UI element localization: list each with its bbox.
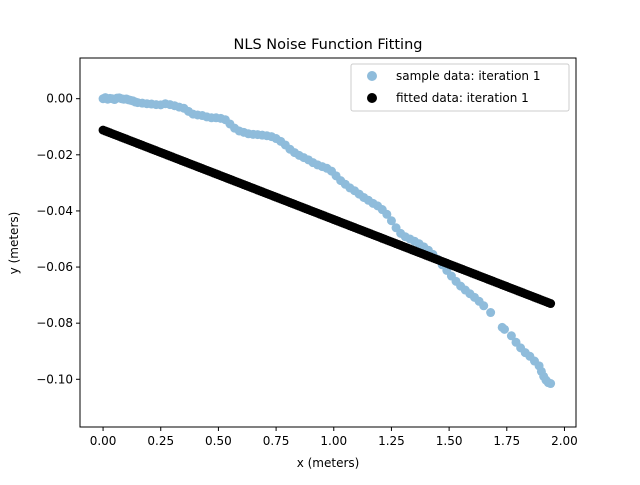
plot-marks <box>98 93 556 389</box>
sample-point <box>499 324 509 334</box>
legend-label-sample: sample data: iteration 1 <box>396 69 540 83</box>
y-tick-label: −0.04 <box>36 204 73 218</box>
y-tick-label: −0.08 <box>36 316 73 330</box>
legend-marker-fitted <box>367 93 377 103</box>
sample-point <box>506 331 516 341</box>
x-tick-label: 0.50 <box>205 434 232 448</box>
x-tick-label: 1.50 <box>436 434 463 448</box>
sample-point <box>386 216 396 226</box>
x-tick-label: 2.00 <box>551 434 578 448</box>
legend-marker-sample <box>367 71 377 81</box>
y-tick-label: −0.10 <box>36 372 73 386</box>
y-axis: 0.00 −0.02 −0.04 −0.06 −0.08 −0.10 <box>36 92 80 386</box>
legend-label-fitted: fitted data: iteration 1 <box>396 91 529 105</box>
x-tick-label: 1.00 <box>320 434 347 448</box>
chart-title: NLS Noise Function Fitting <box>234 37 423 53</box>
x-axis-label: x (meters) <box>297 456 360 470</box>
plot-frame <box>79 57 577 428</box>
legend-box <box>350 63 570 112</box>
legend: sample data: iteration 1 fitted data: it… <box>350 63 570 112</box>
x-tick-label: 0.25 <box>147 434 174 448</box>
x-tick-label: 0.00 <box>90 434 117 448</box>
sample-point <box>479 301 489 311</box>
x-axis: 0.00 0.25 0.50 0.75 1.00 1.25 1.50 1.75 2.00 <box>90 427 578 448</box>
y-axis-label: y (meters) <box>7 212 21 275</box>
fitted-point <box>546 299 556 309</box>
x-tick-label: 1.25 <box>378 434 405 448</box>
y-tick-label: −0.06 <box>36 260 73 274</box>
sample-point <box>486 308 496 318</box>
y-tick-label: −0.02 <box>36 148 73 162</box>
x-tick-label: 0.75 <box>263 434 290 448</box>
x-tick-label: 1.75 <box>493 434 520 448</box>
y-tick-label: 0.00 <box>46 92 73 106</box>
sample-point <box>382 209 392 219</box>
sample-point <box>546 379 556 389</box>
